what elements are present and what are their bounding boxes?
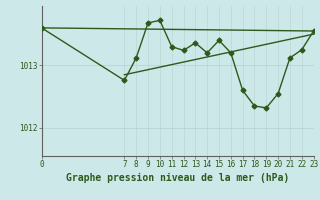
X-axis label: Graphe pression niveau de la mer (hPa): Graphe pression niveau de la mer (hPa) — [66, 173, 289, 183]
